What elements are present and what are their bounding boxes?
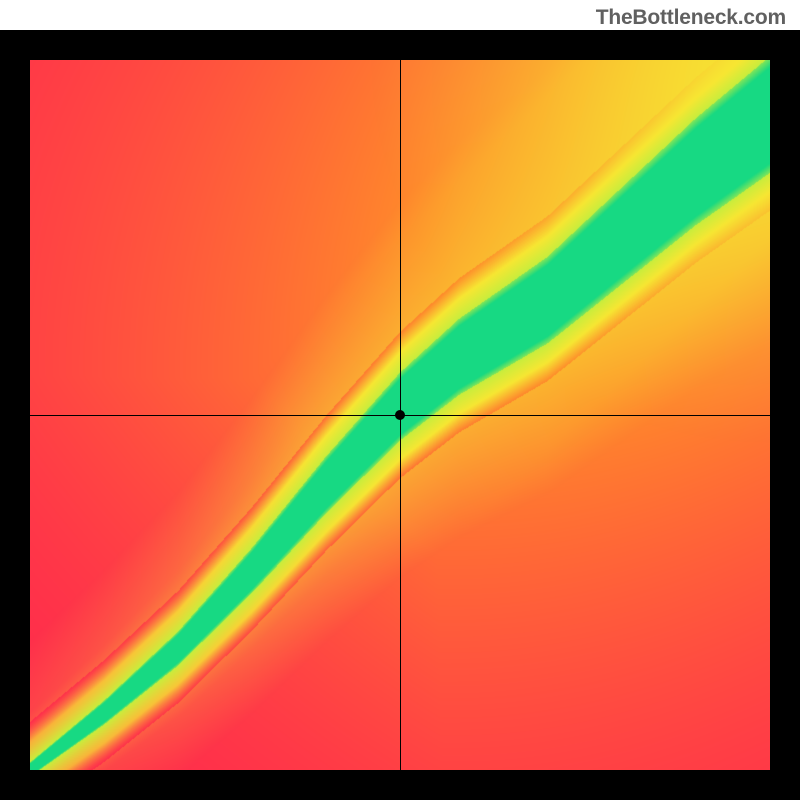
frame-top [0, 30, 800, 60]
frame-right [770, 30, 800, 800]
attribution-text: TheBottleneck.com [596, 6, 786, 30]
selected-point [395, 410, 405, 420]
plot-area [30, 60, 770, 770]
frame-left [0, 30, 30, 800]
frame-bottom [0, 770, 800, 800]
chart-container: TheBottleneck.com [0, 0, 800, 800]
